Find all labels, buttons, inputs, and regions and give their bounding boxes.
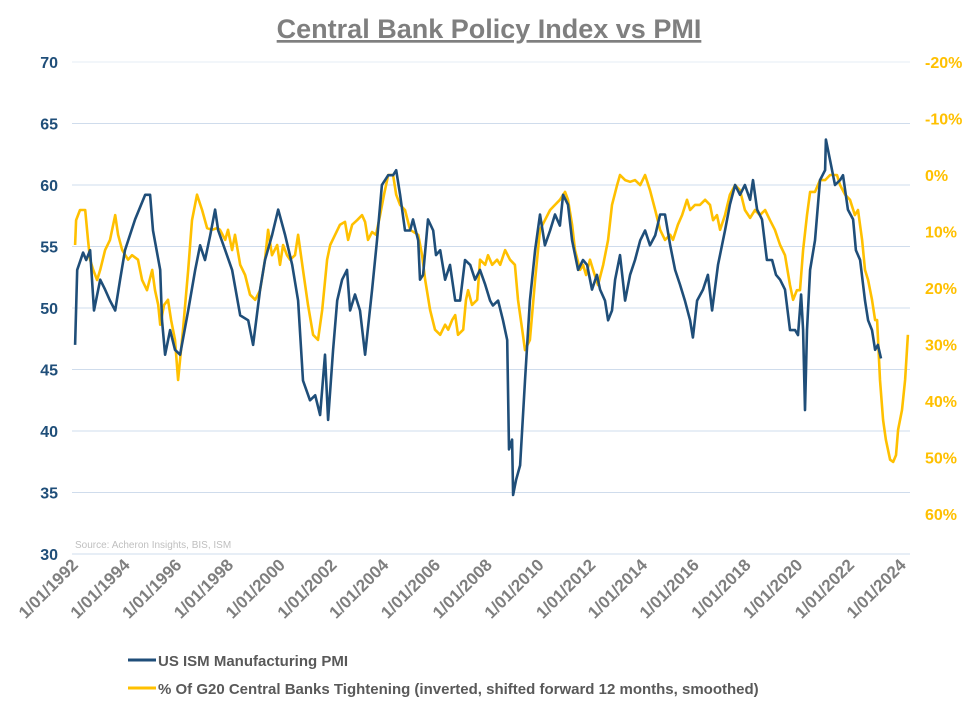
right-axis-ticks: -20% -10% 0% 10% 20% 30% 40% 50% 60% [925,55,962,524]
right-tick-label: 60% [925,507,957,524]
legend-label-tightening: % Of G20 Central Banks Tightening (inver… [158,681,759,698]
left-tick-label: 60 [40,178,58,195]
x-axis-ticks: 1/01/19921/01/19941/01/19961/01/19981/01… [15,555,910,622]
series-lines [73,138,910,497]
gridlines [72,61,910,555]
right-tick-label: 0% [925,168,948,185]
left-tick-label: 30 [40,547,58,564]
left-tick-label: 45 [40,363,58,380]
right-tick-label: 30% [925,337,957,354]
right-tick-label: -20% [925,55,962,72]
right-tick-label: -10% [925,111,962,128]
legend-label-pmi: US ISM Manufacturing PMI [158,653,348,670]
left-tick-label: 40 [40,424,58,441]
legend: US ISM Manufacturing PMI % Of G20 Centra… [128,653,759,698]
right-tick-label: 40% [925,394,957,411]
right-tick-label: 20% [925,281,957,298]
left-tick-label: 35 [40,486,58,503]
tightening-series-line [73,173,910,464]
right-tick-label: 10% [925,224,957,241]
left-tick-label: 65 [40,117,58,134]
left-tick-label: 50 [40,301,58,318]
left-tick-label: 55 [40,240,58,257]
chart-title: Central Bank Policy Index vs PMI [277,14,702,44]
right-tick-label: 50% [925,450,957,467]
left-tick-label: 70 [40,55,58,72]
pmi-series-line [73,138,883,497]
source-note: Source: Acheron Insights, BIS, ISM [75,540,231,551]
left-axis-ticks: 30 35 40 45 50 55 60 65 70 [40,55,58,564]
